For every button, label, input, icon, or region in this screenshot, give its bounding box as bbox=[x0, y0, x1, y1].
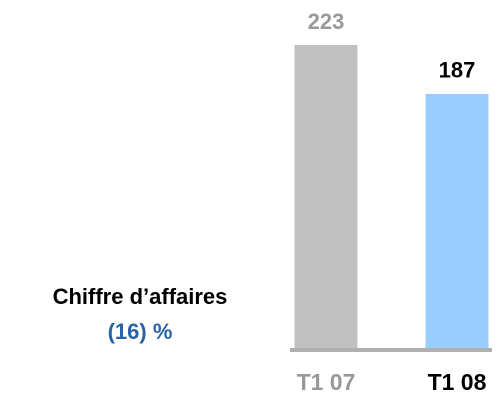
x-tick-label: T1 07 bbox=[297, 369, 356, 395]
annotation: Chiffre d’affaires bbox=[53, 284, 228, 309]
x-tick-label: T1 08 bbox=[428, 369, 487, 395]
bar bbox=[425, 93, 489, 348]
value-label: 223 bbox=[308, 9, 345, 34]
bar bbox=[294, 45, 358, 348]
value-label: 187 bbox=[439, 58, 476, 83]
annotation: (16) % bbox=[108, 319, 173, 344]
